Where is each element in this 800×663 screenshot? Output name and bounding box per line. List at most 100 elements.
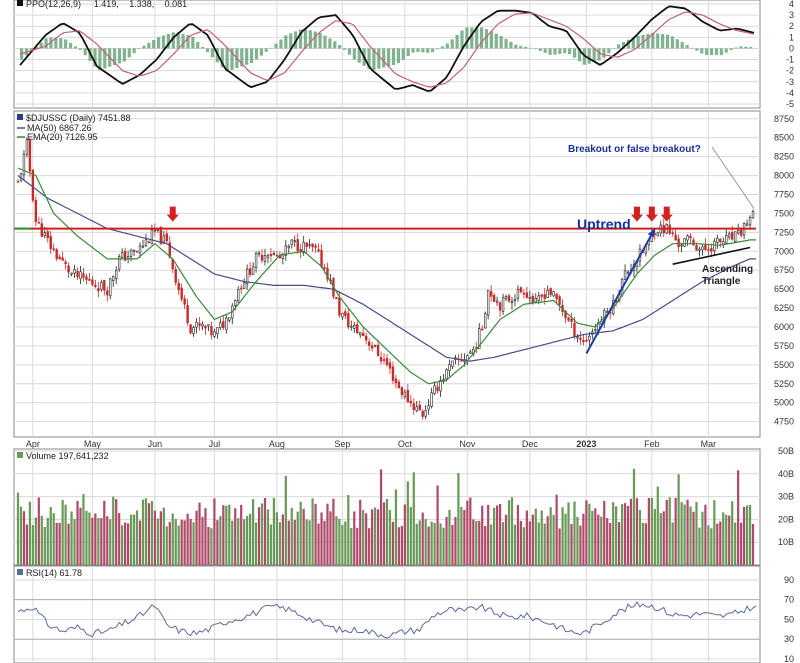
volume-bar: [522, 527, 526, 565]
price-candle-body: [317, 249, 320, 252]
volume-bar: [103, 500, 106, 565]
price-candle-body: [528, 296, 532, 299]
ppo-histogram-bar: [93, 48, 97, 67]
annotation-breakout-leader: [711, 146, 755, 209]
price-candle-body: [165, 233, 168, 242]
ppo-histogram-bar: [39, 42, 43, 49]
price-candle-body: [751, 211, 755, 219]
price-candle-body: [117, 256, 121, 270]
volume-bar: [219, 516, 222, 565]
price-candle-body: [135, 250, 139, 253]
price-candle-body: [204, 325, 207, 329]
volume-bar: [180, 519, 183, 565]
volume-bar: [55, 522, 58, 565]
ppo-histogram-bar: [29, 48, 33, 52]
volume-bar: [478, 520, 481, 565]
ppo-histogram-bar: [73, 46, 78, 49]
price-candle-body: [448, 364, 451, 372]
ppo-histogram-bar: [83, 48, 87, 56]
price-candle-body: [692, 239, 695, 246]
volume-bar: [695, 501, 698, 565]
volume-bar: [281, 514, 284, 565]
volume-bar: [397, 527, 401, 565]
volume-bar: [698, 527, 701, 565]
volume-bar: [525, 510, 528, 565]
ppo-histogram-bar: [563, 48, 567, 54]
ppo-histogram-bar: [137, 48, 141, 50]
ppo-histogram-bar: [49, 37, 53, 49]
volume-bar: [629, 498, 633, 565]
ppo-histogram-bar: [289, 33, 293, 49]
volume-bar: [644, 523, 648, 565]
volume-bar: [689, 506, 692, 565]
price-candle-body: [573, 322, 576, 337]
price-candle-body: [594, 329, 597, 331]
price-candle-body: [159, 227, 163, 244]
uptrend-arrow-line: [585, 228, 656, 354]
price-candle-body: [674, 234, 677, 241]
price-candle-body: [94, 284, 97, 287]
price-candle-body: [100, 282, 103, 290]
volume-bar: [481, 505, 484, 565]
volume-bar: [237, 518, 240, 565]
price-candle-body: [391, 366, 395, 381]
price-candle-body: [22, 153, 26, 175]
price-candle-body: [222, 321, 225, 328]
price-candle-body: [552, 291, 555, 297]
price-candle-body: [183, 298, 186, 305]
price-candle-body: [430, 392, 433, 407]
volume-ytick-2: 30B: [778, 492, 794, 502]
price-candle-body: [555, 293, 558, 299]
volume-bar: [710, 528, 713, 565]
ppo-histogram-bar: [455, 34, 459, 49]
ppo-histogram-bar: [372, 48, 376, 71]
volume-bar: [379, 469, 383, 565]
price-candle-body: [359, 332, 362, 336]
volume-bar: [692, 511, 695, 565]
price-candle-body: [451, 360, 454, 367]
price-candle-body: [707, 249, 710, 251]
price-candle-body: [728, 233, 731, 238]
volume-bar: [579, 525, 582, 565]
ppo-histogram-bar: [475, 27, 479, 49]
volume-bar: [415, 523, 418, 565]
ppo-histogram-bar: [152, 39, 156, 49]
volume-bar: [540, 510, 543, 565]
ppo-histogram-bar: [690, 47, 694, 49]
price-candle-body: [207, 324, 210, 327]
price-candle-body: [436, 386, 439, 392]
volume-bar: [248, 513, 252, 565]
volume-bar: [82, 494, 85, 565]
volume-bar: [680, 502, 683, 565]
volume-bar: [231, 520, 234, 565]
ppo-histogram-bar: [509, 41, 513, 49]
volume-bar: [656, 486, 659, 565]
price-candle-body: [370, 345, 374, 349]
price-candle-body: [186, 305, 189, 324]
price-candle-body: [558, 296, 561, 305]
price-candle-body: [67, 265, 70, 273]
price-candle-body: [495, 300, 499, 303]
price-candle-body: [382, 359, 386, 361]
ppo-ytick-7: -3: [786, 77, 794, 87]
volume-bar: [725, 514, 728, 565]
price-candle-body: [716, 237, 719, 243]
volume-bar: [570, 524, 573, 565]
price-candle-body: [162, 235, 166, 243]
ppo-histogram-bar: [225, 48, 229, 72]
price-candle-body: [260, 254, 264, 261]
annotation-triangle: Triangle: [702, 276, 741, 287]
volume-ytick-0: 50B: [778, 446, 794, 456]
price-candle-body: [364, 335, 368, 341]
volume-bar: [588, 503, 591, 565]
price-ytick-2: 8250: [774, 152, 794, 162]
price-symbol-label: $DJUSSC (Daily) 7451.88: [26, 113, 131, 123]
volume-bar: [504, 514, 508, 565]
volume-bar: [609, 522, 612, 565]
price-candle-body: [296, 239, 299, 252]
volume-bar: [165, 526, 168, 565]
volume-bar: [251, 499, 255, 565]
price-candle-body: [210, 325, 213, 336]
price-ytick-7: 7000: [774, 246, 794, 256]
ppo-histogram-bar: [460, 30, 464, 49]
